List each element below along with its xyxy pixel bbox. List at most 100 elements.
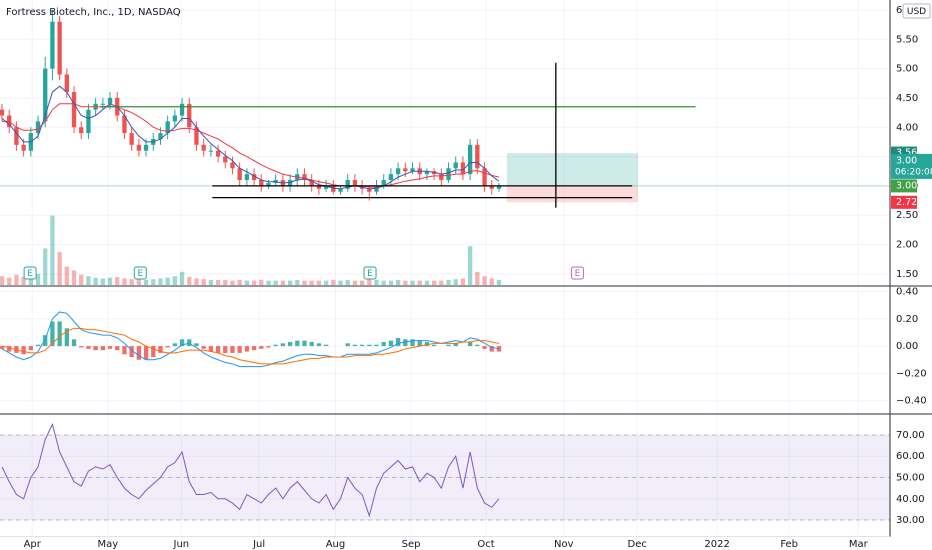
earnings-marker — [23, 266, 37, 280]
candle-body — [309, 180, 314, 186]
x-tick-label: Jun — [173, 539, 190, 550]
candle-body — [208, 150, 214, 152]
macd-histogram — [352, 344, 358, 347]
volume-bar — [331, 279, 336, 285]
macd-line — [1, 327, 500, 365]
macd-histogram — [0, 346, 5, 349]
volume-bar — [194, 278, 199, 285]
macd-histogram — [194, 343, 199, 347]
candle-body — [446, 168, 451, 181]
macd-histogram — [122, 346, 127, 355]
macd-histogram — [453, 343, 458, 347]
candle-body — [482, 168, 487, 186]
candle-body — [172, 115, 178, 122]
x-tick-label: Apr — [24, 539, 42, 550]
price-label: 3.00 — [896, 155, 917, 166]
candle-body — [424, 171, 430, 175]
volume-bar — [172, 276, 178, 285]
macd-histogram — [158, 346, 163, 353]
volume-bar — [496, 279, 502, 285]
candle-body — [71, 92, 77, 128]
candle-body — [439, 174, 444, 181]
macd-histogram — [475, 344, 480, 347]
x-tick-label: Jul — [252, 539, 265, 550]
candle-body — [50, 21, 55, 69]
earnings-label: E — [137, 269, 143, 279]
volume-bar — [115, 276, 120, 285]
price-label-box — [891, 195, 917, 209]
macd-histogram — [223, 346, 228, 353]
candle-body — [215, 150, 221, 157]
y-tick-label: 1.50 — [896, 269, 918, 280]
y-tick-label: 0.40 — [896, 286, 918, 297]
volume-bar — [237, 279, 242, 285]
volume-bar — [381, 280, 386, 285]
volume-bar — [280, 280, 286, 285]
grid — [0, 0, 890, 536]
earnings-marker — [133, 266, 147, 280]
position-profit — [506, 153, 638, 186]
currency-box — [902, 3, 931, 19]
volume-bar — [122, 278, 127, 285]
macd-histogram — [50, 321, 55, 347]
macd-histogram — [43, 335, 48, 347]
earnings-label: E — [575, 269, 581, 279]
candle-body — [388, 174, 394, 181]
volume-bar — [244, 280, 250, 285]
macd-histogram — [187, 339, 192, 347]
candle-body — [158, 133, 163, 139]
volume-bar — [273, 280, 278, 285]
macd-histogram — [57, 321, 62, 347]
macd-histogram — [316, 343, 322, 347]
macd-histogram — [431, 344, 437, 347]
x-tick-label: Feb — [780, 539, 798, 550]
candle-body — [143, 144, 149, 151]
candle-body — [122, 115, 127, 134]
macd-histogram — [374, 344, 379, 347]
candle-body — [403, 168, 408, 172]
macd-histogram — [302, 340, 307, 347]
volume-bar — [287, 280, 293, 285]
macd-histogram — [273, 344, 278, 347]
macd-histogram — [100, 346, 106, 351]
volume-bar — [367, 277, 372, 285]
earnings-marker — [570, 266, 584, 280]
volume-bar — [259, 279, 264, 285]
macd-histogram — [244, 346, 250, 352]
y-tick-label: 4.00 — [896, 122, 918, 133]
candle-body — [338, 188, 343, 192]
candle-body — [43, 68, 48, 122]
volume-bar — [107, 277, 113, 285]
macd-histogram — [403, 339, 408, 347]
macd-histogram — [489, 346, 494, 352]
volume-bar — [323, 280, 329, 285]
macd-histogram — [287, 341, 293, 347]
x-tick-label: 2022 — [704, 539, 729, 550]
volume-bar — [295, 279, 300, 285]
macd-histogram — [467, 341, 473, 347]
volume-bar — [79, 274, 84, 285]
macd-histogram — [446, 344, 451, 347]
candle-body — [496, 185, 502, 189]
macd-histogram — [179, 339, 185, 347]
y-tick-label: 30.00 — [896, 515, 925, 526]
volume-bar — [165, 277, 170, 285]
candle-body — [64, 74, 69, 93]
x-tick-label: Mar — [849, 539, 869, 550]
macd-histogram — [381, 341, 386, 347]
candle-body — [287, 180, 293, 186]
x-tick-label: Aug — [326, 539, 346, 550]
price-label-box — [891, 179, 917, 193]
currency-label: USD — [907, 7, 926, 17]
volume-bar — [439, 280, 444, 285]
y-tick-label: 5.00 — [896, 64, 918, 75]
y-tick-label: −0.40 — [896, 396, 927, 407]
volume-bar — [57, 252, 62, 285]
macd-histogram — [417, 340, 422, 347]
macd-line — [1, 311, 500, 368]
macd-histogram — [79, 346, 84, 348]
price-label: 3.56 — [896, 148, 917, 159]
volume-bar — [136, 279, 142, 285]
